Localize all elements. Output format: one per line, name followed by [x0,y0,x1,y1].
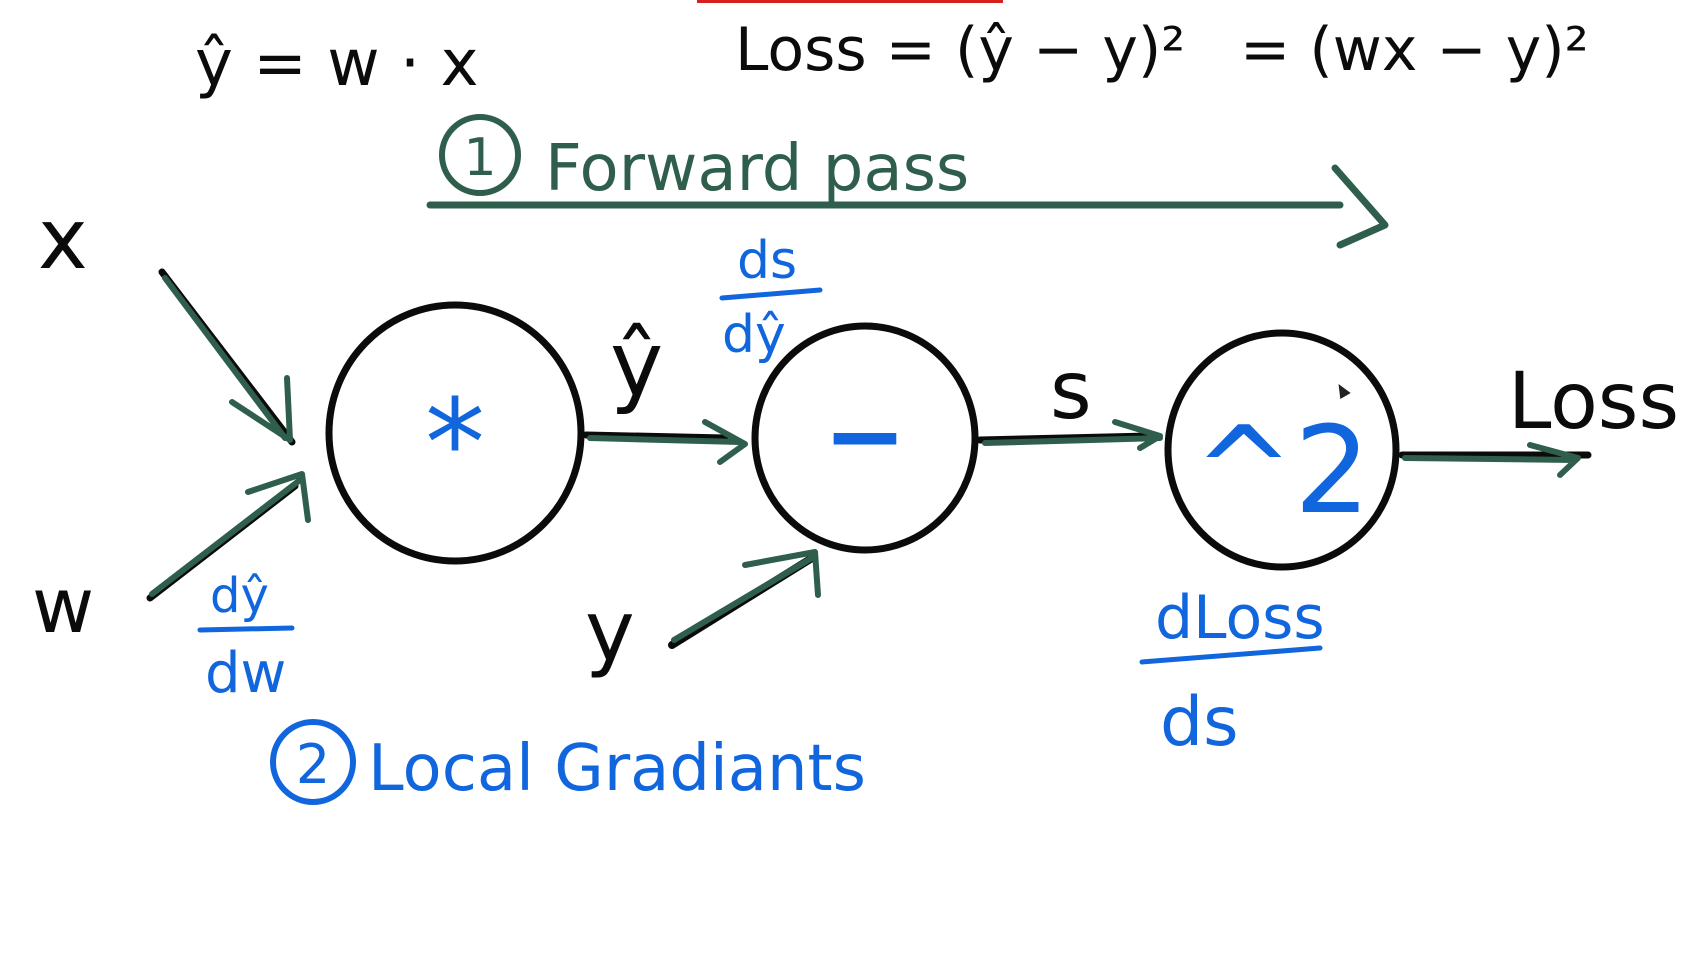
grad-dloss-ds-fraction-bar [1139,645,1323,665]
input-y: y [585,582,635,680]
square-node [1164,329,1400,571]
square-node-operator: ^2 [1194,402,1371,541]
edge-x-forward-overlay [162,275,293,443]
prediction-equation: ŷ = w · x [195,27,478,101]
output-loss: Loss [1508,357,1679,447]
grad-dloss-ds-numerator: dLoss [1155,583,1325,653]
local-step-number: 2 [296,733,330,796]
input-x: x [38,190,88,288]
multiply-node [325,301,585,565]
grad-dyhat-dw-denominator: dw [205,641,286,706]
edge-y-forward-overlay [671,549,821,643]
local-step-badge [270,719,356,805]
edge-label-s: s [1050,344,1092,437]
edge-subtract-forward-overlay [982,419,1163,451]
subtract-node-operator: − [823,377,907,494]
grad-ds-dyhat-fraction-bar [719,287,823,301]
local-gradients-label: Local Gradiants [368,732,866,806]
loss-expanded-equation: = (wx − y)² [1240,15,1589,85]
forward-pass-label: Forward pass [545,132,969,206]
loss-equation: Loss = (ŷ − y)² [735,15,1185,85]
multiply-node-operator: * [425,375,485,514]
edge-multiply-to-subtract [582,431,729,442]
edge-w-forward-overlay [149,471,311,597]
edge-multiply-forward-overlay [587,419,748,465]
subtract-node [751,322,979,554]
forward-pass-arrowhead [1331,164,1389,249]
top-edge-bar [697,0,1003,3]
forward-step-badge [439,114,521,196]
grad-ds-dyhat-denominator: dŷ [722,305,786,365]
grad-dyhat-dw-fraction-bar [197,625,295,633]
grad-dyhat-dw-numerator: dŷ [210,568,269,624]
input-w: w [32,561,94,650]
grad-dloss-ds-denominator: ds [1160,683,1239,762]
edge-square-forward-overlay [1402,442,1581,478]
grad-ds-dyhat-numerator: ds [737,231,797,291]
edge-label-yhat: ŷ [610,312,663,417]
forward-step-number: 1 [463,128,496,188]
